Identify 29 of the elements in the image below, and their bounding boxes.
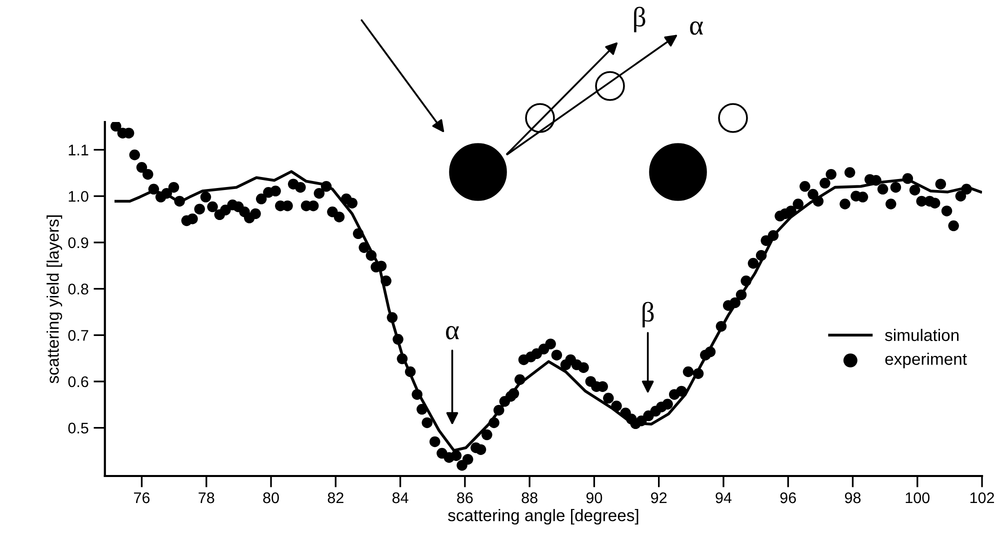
text: α — [690, 21, 703, 35]
x-tick-label: 102 — [970, 492, 994, 504]
legend-label: simulation — [885, 328, 959, 342]
y-tick-label: 1.1 — [68, 144, 88, 156]
x-tick-label: 94 — [716, 492, 732, 504]
x-tick-label: 98 — [844, 492, 861, 504]
y-axis-title: scattering yield [layers] — [46, 215, 62, 384]
text: β — [634, 6, 646, 32]
legend-label: experiment — [885, 352, 967, 368]
y-tick-label: 0.9 — [68, 237, 88, 248]
x-axis-title: scattering angle [degrees] — [448, 509, 638, 525]
x-tick-label: 80 — [263, 492, 279, 504]
x-tick-label: 92 — [651, 492, 667, 504]
x-tick-label: 100 — [906, 492, 930, 504]
x-tick-label: 76 — [134, 492, 150, 504]
y-tick-label: 0.5 — [68, 422, 88, 434]
annotation: α — [446, 326, 459, 340]
x-tick-label: 86 — [457, 492, 473, 504]
x-tick-label: 88 — [522, 492, 538, 504]
x-tick-label: 96 — [780, 492, 796, 504]
y-tick-label: 0.6 — [68, 376, 88, 388]
y-tick-label: 0.8 — [68, 284, 88, 294]
x-tick-label: 90 — [586, 492, 602, 504]
x-tick-label: 82 — [328, 492, 344, 504]
x-tick-label: 78 — [198, 492, 214, 504]
annotation: β — [642, 302, 654, 328]
x-tick-label: 84 — [392, 492, 408, 504]
y-tick-label: 1.0 — [68, 190, 88, 202]
y-tick-label: 0.7 — [68, 330, 88, 341]
